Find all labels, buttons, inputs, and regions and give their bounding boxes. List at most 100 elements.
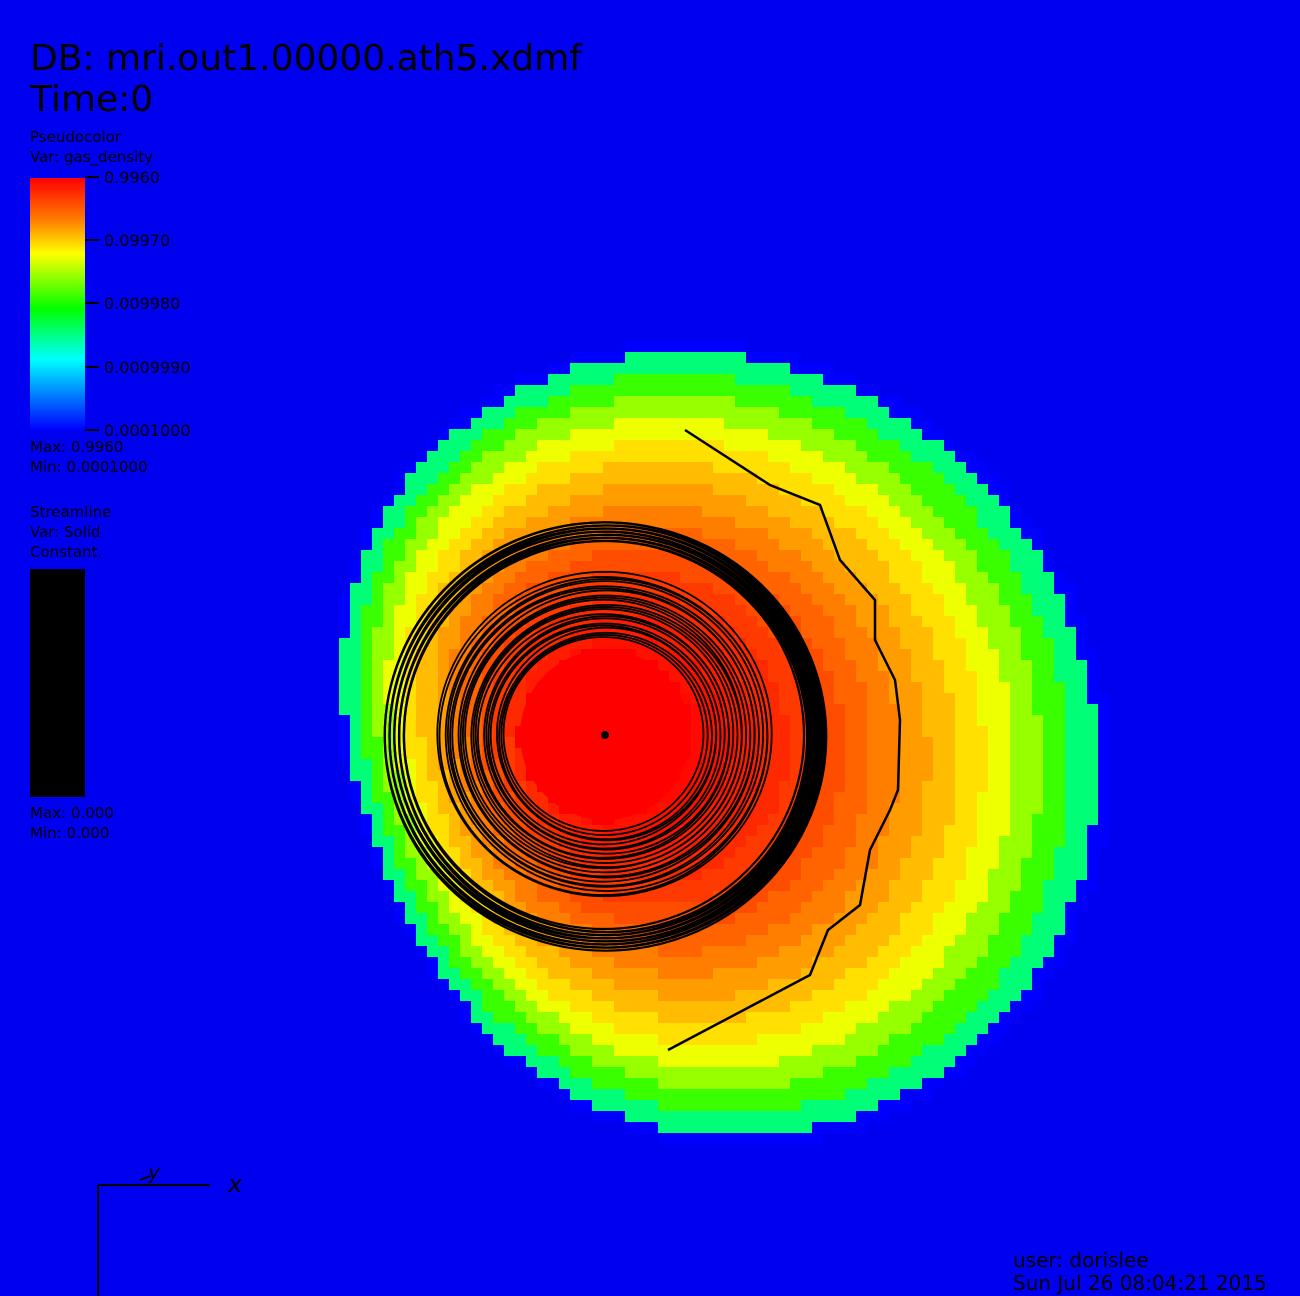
density-cell — [911, 440, 922, 451]
density-cell — [614, 506, 625, 517]
density-cell — [691, 869, 702, 880]
density-cell — [416, 671, 427, 682]
density-cell — [812, 572, 823, 583]
density-cell — [581, 550, 592, 561]
density-cell — [955, 1045, 966, 1056]
density-cell — [581, 561, 592, 572]
density-cell — [856, 924, 867, 935]
density-cell — [823, 693, 834, 704]
density-cell — [746, 418, 757, 429]
density-cell — [449, 528, 460, 539]
density-cell — [416, 770, 427, 781]
density-cell — [405, 715, 416, 726]
density-cell — [526, 440, 537, 451]
density-cell — [955, 1056, 966, 1067]
density-cell — [856, 781, 867, 792]
density-cell — [889, 583, 900, 594]
density-cell — [669, 418, 680, 429]
density-cell — [702, 462, 713, 473]
density-cell — [515, 374, 526, 385]
density-cell — [471, 858, 482, 869]
density-cell — [669, 473, 680, 484]
density-cell — [449, 979, 460, 990]
density-cell — [834, 1078, 845, 1089]
density-cell — [515, 462, 526, 473]
density-cell — [702, 495, 713, 506]
density-cell — [482, 429, 493, 440]
density-cell — [746, 528, 757, 539]
density-cell — [438, 528, 449, 539]
density-cell — [405, 891, 416, 902]
density-cell — [702, 418, 713, 429]
density-cell — [449, 836, 460, 847]
density-cell — [1021, 814, 1032, 825]
density-cell — [669, 506, 680, 517]
density-cell — [471, 968, 482, 979]
density-cell — [394, 517, 405, 528]
density-cell — [603, 462, 614, 473]
density-cell — [812, 1034, 823, 1045]
density-cell — [581, 1023, 592, 1034]
density-cell — [603, 561, 614, 572]
density-cell — [801, 1034, 812, 1045]
density-cell — [1021, 825, 1032, 836]
density-cell — [493, 407, 504, 418]
density-cell — [911, 407, 922, 418]
density-cell — [570, 385, 581, 396]
density-cell — [790, 957, 801, 968]
density-cell — [1010, 572, 1021, 583]
density-cell — [1043, 968, 1054, 979]
density-cell — [779, 671, 790, 682]
density-cell — [570, 374, 581, 385]
density-cell — [570, 407, 581, 418]
density-cell — [955, 473, 966, 484]
density-cell — [394, 550, 405, 561]
density-cell — [977, 891, 988, 902]
density-cell — [647, 561, 658, 572]
density-cell — [988, 990, 999, 1001]
density-cell — [933, 1034, 944, 1045]
density-cell — [669, 363, 680, 374]
density-cell — [647, 1034, 658, 1045]
density-cell — [691, 627, 702, 638]
density-cell — [922, 803, 933, 814]
density-cell — [735, 1111, 746, 1122]
density-cell — [911, 583, 922, 594]
density-cell — [856, 1078, 867, 1089]
density-cell — [592, 407, 603, 418]
colorbar-tick — [85, 302, 99, 304]
density-cell — [680, 1056, 691, 1067]
density-cell — [889, 616, 900, 627]
density-cell — [1054, 748, 1065, 759]
density-cell — [999, 781, 1010, 792]
density-cell — [966, 616, 977, 627]
density-cell — [955, 825, 966, 836]
density-cell — [988, 792, 999, 803]
density-cell — [900, 649, 911, 660]
density-cell — [1021, 682, 1032, 693]
density-cell — [889, 957, 900, 968]
density-cell — [801, 594, 812, 605]
density-cell — [724, 385, 735, 396]
density-cell — [383, 539, 394, 550]
density-cell — [889, 825, 900, 836]
density-cell — [603, 550, 614, 561]
pseudocolor-colorbar — [30, 178, 85, 430]
density-cell — [1043, 715, 1054, 726]
density-cell — [900, 759, 911, 770]
density-cell — [1010, 1012, 1021, 1023]
density-cell — [713, 539, 724, 550]
density-cell — [823, 891, 834, 902]
density-cell — [614, 495, 625, 506]
density-cell — [867, 902, 878, 913]
density-cell — [878, 902, 889, 913]
density-cell — [812, 594, 823, 605]
density-cell — [669, 517, 680, 528]
density-cell — [416, 737, 427, 748]
density-cell — [845, 605, 856, 616]
density-cell — [427, 748, 438, 759]
density-cell — [801, 1089, 812, 1100]
density-cell — [482, 396, 493, 407]
density-cell — [515, 451, 526, 462]
density-cell — [922, 990, 933, 1001]
